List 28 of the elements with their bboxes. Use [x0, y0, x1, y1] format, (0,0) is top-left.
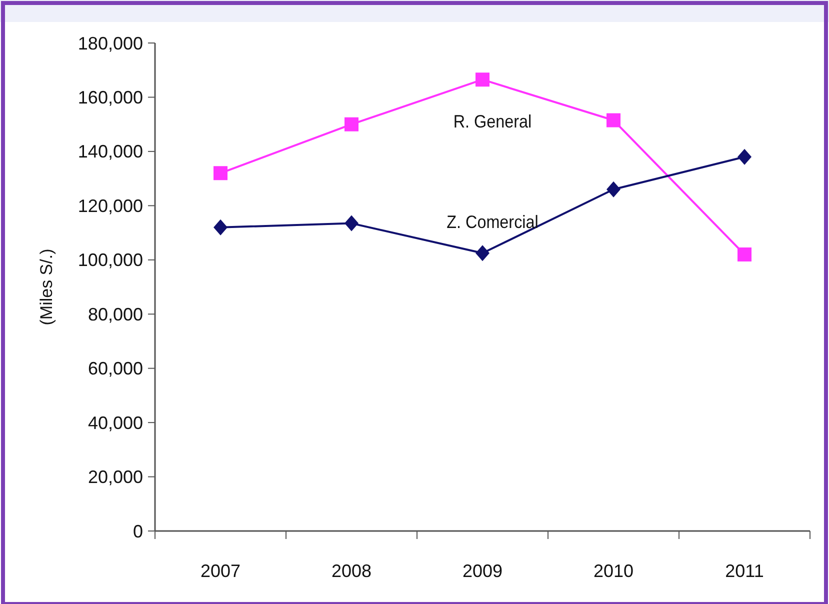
- series-label: Z. Comercial: [446, 212, 538, 232]
- y-tick-label: 180,000: [78, 33, 143, 54]
- point: [214, 219, 228, 236]
- y-tick-label: 120,000: [78, 196, 143, 216]
- point: [214, 166, 228, 180]
- x-tick-label: 2008: [331, 561, 372, 581]
- x-tick-label: 2009: [462, 561, 503, 581]
- point: [606, 113, 620, 128]
- x-tick-label: 2011: [725, 561, 764, 581]
- point: [738, 148, 752, 165]
- point: [738, 247, 752, 262]
- y-tick-label: 100,000: [78, 250, 143, 270]
- y-tick-label: 40,000: [88, 412, 143, 433]
- y-tick-label: 60,000: [88, 358, 143, 379]
- point: [476, 245, 490, 262]
- point: [606, 181, 620, 198]
- y-tick-label: 160,000: [78, 88, 143, 108]
- y-tick-label: 20,000: [88, 467, 143, 488]
- point: [344, 117, 358, 132]
- y-tick-label: 0: [132, 521, 143, 542]
- x-tick-label: 2010: [593, 561, 634, 581]
- point: [476, 72, 490, 87]
- y-axis-title: (Miles S/.): [37, 248, 56, 326]
- series-label: R. General: [453, 112, 532, 132]
- y-tick-label: 140,000: [78, 142, 143, 162]
- point: [344, 215, 358, 232]
- x-tick-label: 2007: [200, 561, 241, 581]
- y-tick-label: 80,000: [88, 304, 143, 324]
